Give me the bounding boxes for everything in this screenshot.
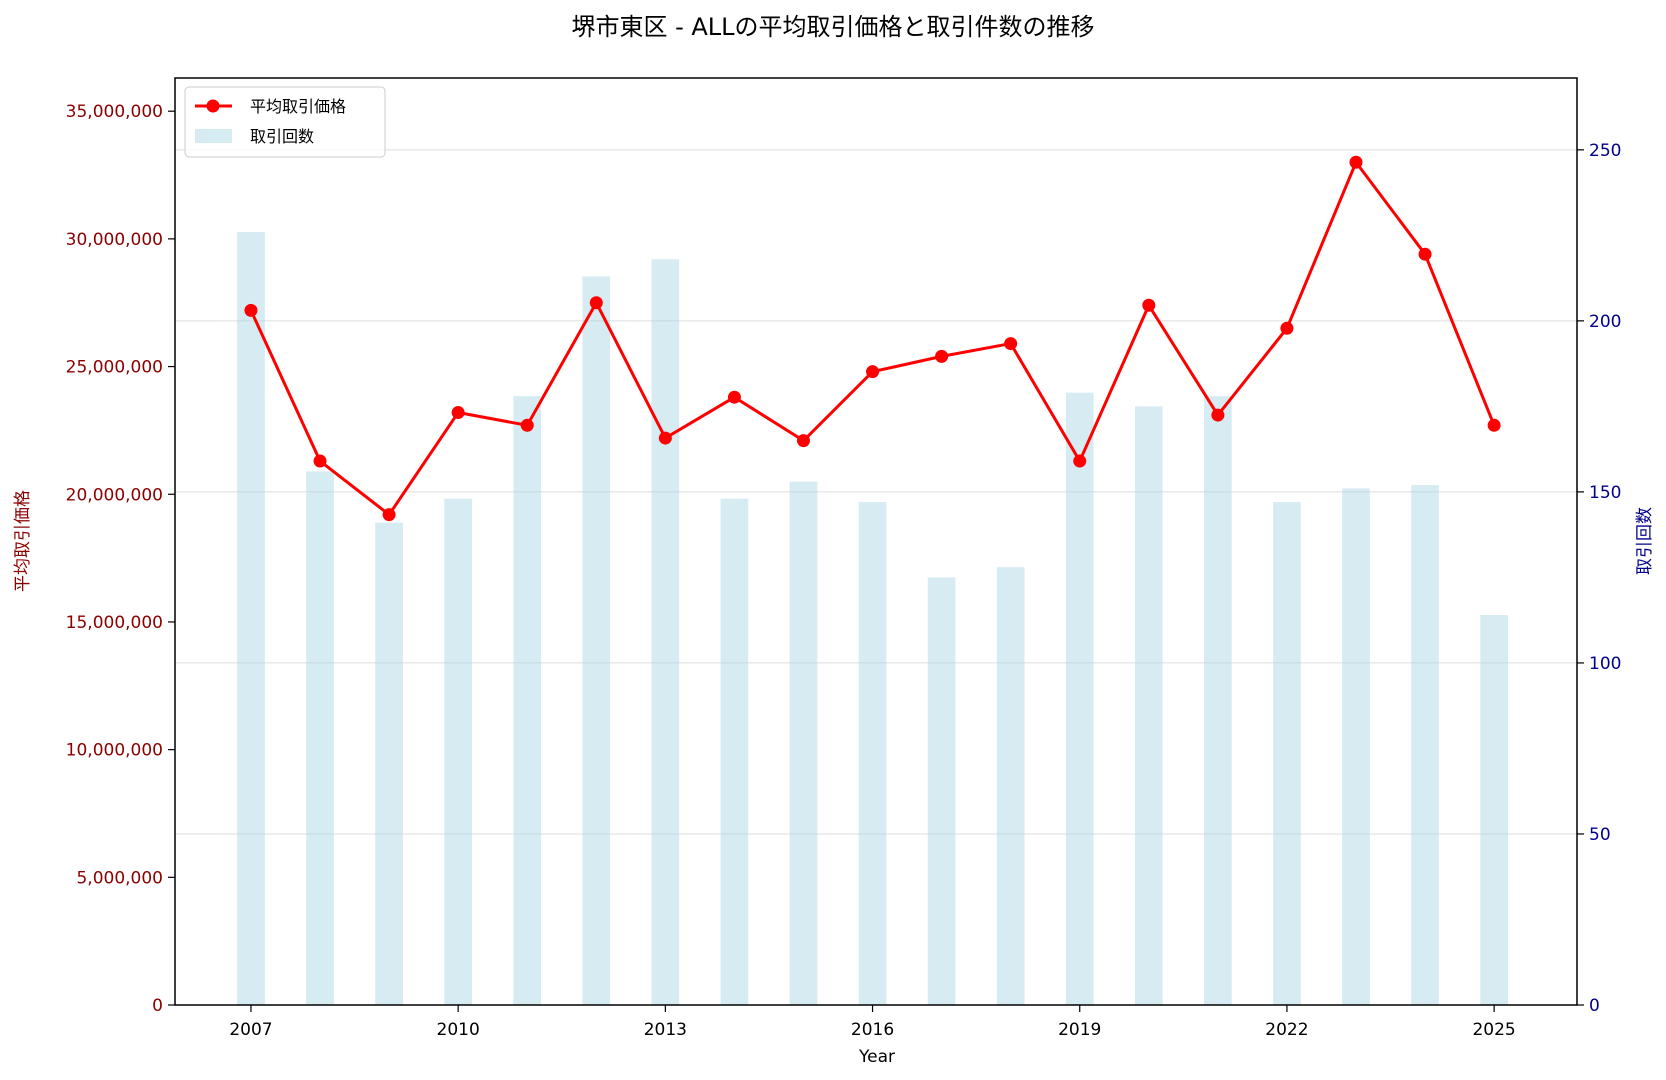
point-2010 (451, 406, 465, 420)
bar-2021 (1204, 396, 1232, 1005)
price-line (244, 155, 1501, 522)
bar-2009 (375, 522, 403, 1005)
legend-label-count: 取引回数 (250, 127, 314, 146)
legend-label-price: 平均取引価格 (250, 97, 346, 116)
y-left-tick-label: 25,000,000 (66, 358, 163, 378)
point-2023 (1349, 155, 1363, 169)
y-left-tick-label: 30,000,000 (66, 230, 163, 250)
point-2020 (1142, 298, 1156, 312)
x-tick-label: 2025 (1472, 1020, 1515, 1040)
bar-2014 (720, 498, 749, 1005)
point-2024 (1418, 247, 1432, 261)
legend-box (184, 86, 386, 158)
x-tick-label: 2010 (437, 1020, 480, 1040)
price-line-path (249, 160, 1496, 517)
point-2018 (1004, 337, 1018, 351)
bar-2024 (1411, 485, 1439, 1005)
bars (237, 231, 1508, 1006)
y-right-tick-label: 250 (1589, 141, 1621, 161)
legend-bar-swatch (195, 129, 232, 143)
y-left-axis-label: 平均取引価格 (13, 490, 33, 592)
bar-2018 (996, 567, 1025, 1005)
bar-2008 (306, 471, 334, 1006)
point-2021 (1211, 408, 1225, 422)
bar-2020 (1134, 406, 1163, 1005)
bar-2017 (927, 577, 956, 1005)
bar-2023 (1342, 488, 1370, 1005)
bar-2012 (582, 276, 611, 1005)
bar-2010 (444, 498, 472, 1005)
x-tick-label: 2016 (851, 1020, 894, 1040)
bar-2015 (789, 481, 818, 1005)
y-right-tick-label: 150 (1589, 483, 1621, 503)
y-left-tick-label: 0 (152, 996, 163, 1016)
y-left-tick-label: 5,000,000 (76, 868, 163, 888)
point-2011 (520, 418, 534, 432)
point-2014 (727, 390, 741, 404)
point-2008 (313, 454, 327, 468)
bar-2016 (858, 502, 887, 1005)
point-2019 (1073, 454, 1087, 468)
x-tick-label: 2019 (1058, 1020, 1101, 1040)
x-axis-label: Year (858, 1047, 895, 1067)
chart-title: 堺市東区 - ALLの平均取引価格と取引件数の推移 (571, 13, 1094, 41)
point-2016 (866, 365, 880, 379)
bar-2019 (1065, 392, 1094, 1005)
y-right-axis-label: 取引回数 (1635, 507, 1655, 575)
y-right-tick-label: 50 (1589, 825, 1611, 845)
x-tick-label: 2013 (644, 1020, 687, 1040)
axes: 0 5,000,000 10,000,000 15,000,000 20,000,000… (66, 77, 1621, 1040)
point-2007 (244, 303, 258, 317)
point-2017 (935, 349, 949, 363)
bar-2025 (1480, 615, 1508, 1005)
point-2013 (658, 431, 672, 445)
plot-frame (174, 77, 1578, 1006)
y-right-tick-label: 200 (1589, 312, 1621, 332)
point-2022 (1280, 321, 1294, 335)
y-left-tick-label: 20,000,000 (66, 485, 163, 505)
y-right-tick-label: 0 (1589, 996, 1600, 1016)
y-left-tick-label: 15,000,000 (66, 613, 163, 633)
legend-marker-swatch (206, 99, 220, 113)
point-2015 (796, 434, 810, 448)
point-2025 (1487, 418, 1501, 432)
y-left-tick-label: 35,000,000 (66, 102, 163, 122)
x-tick-label: 2007 (229, 1020, 272, 1040)
y-right-tick-label: 100 (1589, 654, 1621, 674)
bar-2011 (513, 396, 542, 1005)
point-2012 (589, 296, 603, 310)
bar-2013 (651, 259, 680, 1006)
point-2009 (382, 508, 396, 522)
bar-2022 (1273, 502, 1301, 1005)
bar-2007 (237, 231, 265, 1006)
x-tick-label: 2022 (1265, 1020, 1308, 1040)
y-left-tick-label: 10,000,000 (66, 741, 163, 761)
